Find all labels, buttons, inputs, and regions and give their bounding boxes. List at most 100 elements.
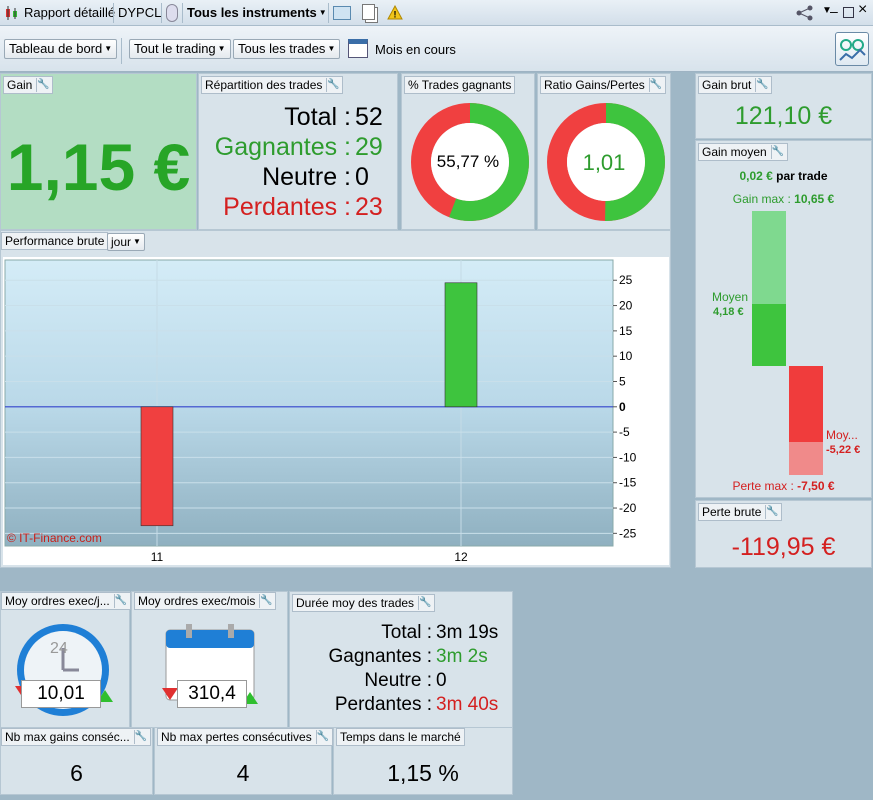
trades-label: Tous les trades — [238, 41, 326, 56]
moy-jour-label[interactable]: Moy ordres exec/j... 🔧 — [1, 592, 131, 610]
repartition-label[interactable]: Répartition des trades 🔧 — [201, 76, 344, 94]
stat-row-value: 3m 19s — [436, 622, 499, 643]
wrench-icon[interactable]: 🔧 — [133, 730, 148, 744]
y-tick-label: -10 — [619, 450, 637, 464]
gain-avg-bar — [752, 304, 786, 366]
stat-row: Gagnantes :3m 2s — [290, 646, 514, 670]
secondary-toolbar: Tableau de bord ▼ Tout le trading ▼ Tous l… — [0, 26, 873, 72]
duree-label[interactable]: Durée moy des trades 🔧 — [292, 594, 436, 612]
trading-label: Tout le trading — [134, 41, 216, 56]
plot-background — [4, 259, 614, 547]
gain-brut-label[interactable]: Gain brut 🔧 — [698, 76, 773, 94]
copy-icon[interactable] — [362, 4, 375, 20]
ratio-label[interactable]: Ratio Gains/Pertes 🔧 — [540, 76, 666, 94]
y-tick-label: -15 — [619, 476, 637, 490]
max-pertes-panel: Nb max pertes consécutives 🔧 4 — [154, 727, 333, 795]
dashboard-settings-icon[interactable] — [835, 32, 869, 66]
moy-mois-label[interactable]: Moy ordres exec/mois 🔧 — [134, 592, 277, 610]
maximize-icon[interactable] — [843, 7, 854, 18]
minimize-icon[interactable]: – — [830, 3, 838, 19]
temps-value: 1,15 % — [387, 760, 459, 786]
stat-row-name: Total : — [381, 622, 432, 643]
stat-row: Gagnantes :29 — [199, 133, 399, 163]
stat-row-value: 3m 40s — [436, 694, 499, 715]
max-pertes-value: 4 — [236, 760, 250, 786]
stat-row-name: Neutre : — [364, 670, 432, 691]
max-gains-label[interactable]: Nb max gains conséc... 🔧 — [1, 728, 151, 746]
loss-max-bar — [789, 442, 823, 475]
share-icon[interactable] — [795, 5, 815, 21]
instruments-dropdown[interactable]: Tous les instruments ▼ — [187, 5, 327, 20]
gauge-icon — [839, 39, 866, 61]
x-tick-label: 11 — [151, 550, 164, 564]
instruments-label: Tous les instruments — [187, 5, 317, 20]
wrench-icon[interactable]: 🔧 — [765, 505, 779, 519]
link-icon[interactable] — [166, 4, 178, 22]
gain-max-bar — [752, 211, 786, 304]
wrench-icon[interactable]: 🔧 — [326, 78, 340, 92]
performance-label: Performance brute — [1, 232, 109, 250]
wrench-icon[interactable]: 🔧 — [259, 594, 273, 608]
stat-row-value: 52 — [355, 103, 383, 131]
period-label[interactable]: Mois en cours — [375, 42, 456, 57]
gain-value: 1,15 € — [6, 130, 191, 204]
moy-neg-label: Moy... — [826, 428, 858, 442]
donut-hole — [567, 123, 645, 201]
performance-chart: 25 20 15 10 5 0 -5 -10 -15 -20 -25 11 12 — [4, 259, 637, 564]
collapse-icon[interactable]: ▼ — [822, 5, 832, 16]
period-value: jour — [111, 235, 132, 249]
wrench-icon[interactable]: 🔧 — [755, 78, 769, 92]
dashboard-dropdown[interactable]: Tableau de bord ▼ — [4, 39, 118, 59]
gain-label[interactable]: Gain 🔧 — [3, 76, 54, 94]
wrench-icon[interactable]: 🔧 — [418, 596, 432, 610]
gain-moyen-panel: Gain moyen 🔧 0,02 € par trade Gain max : … — [695, 140, 872, 498]
perte-brute-label[interactable]: Perte brute 🔧 — [698, 503, 783, 521]
temps-label[interactable]: Temps dans le marché — [336, 728, 465, 746]
perte-max-label: Perte max : — [732, 479, 794, 493]
gain-moyen-label[interactable]: Gain moyen 🔧 — [698, 143, 788, 161]
y-tick-label: -20 — [619, 501, 637, 515]
report-menu[interactable]: Rapport détaillé — [24, 5, 116, 20]
gain-panel: Gain 🔧 1,15 € — [0, 73, 197, 230]
symbol-label[interactable]: DYPCL — [118, 5, 162, 20]
stat-row: Total :3m 19s — [290, 622, 514, 646]
stat-row: Perdantes :23 — [199, 193, 399, 223]
wrench-icon[interactable]: 🔧 — [36, 78, 50, 92]
stat-row-name: Gagnantes : — [328, 646, 432, 667]
period-dropdown[interactable]: jour ▼ — [107, 233, 145, 251]
wrench-icon[interactable]: 🔧 — [315, 730, 330, 744]
y-tick-label: -5 — [619, 425, 630, 439]
clock-label: 24 — [50, 640, 68, 657]
x-tick-label: 12 — [454, 550, 468, 564]
duree-panel: Durée moy des trades 🔧 Total :3m 19s Gagna… — [289, 591, 513, 728]
warning-icon[interactable]: ! — [387, 5, 403, 20]
candlestick-icon — [6, 6, 17, 20]
per-trade-value: 0,02 € — [739, 169, 773, 183]
wrench-icon[interactable]: 🔧 — [648, 78, 663, 92]
stat-row: Perdantes :3m 40s — [290, 694, 514, 718]
trading-dropdown[interactable]: Tout le trading ▼ — [129, 39, 231, 59]
moy-mois-value: 310,4 — [177, 680, 247, 708]
calendar-icon[interactable] — [348, 39, 368, 58]
y-tick-label: 10 — [619, 349, 633, 363]
trades-dropdown[interactable]: Tous les trades ▼ — [233, 39, 341, 59]
max-gains-value: 6 — [70, 760, 83, 786]
wrench-icon[interactable]: 🔧 — [113, 594, 128, 608]
moy-neg-value: -5,22 € — [826, 444, 861, 456]
per-trade-suffix: par trade — [776, 169, 828, 183]
win-pct-label[interactable]: % Trades gagnants — [404, 76, 516, 94]
wrench-icon[interactable]: 🔧 — [770, 145, 785, 159]
ratio-donut — [547, 103, 665, 221]
temps-panel: Temps dans le marché 1,15 % — [333, 727, 513, 795]
stat-row-value: 29 — [355, 133, 383, 161]
y-tick-label: 20 — [619, 299, 633, 313]
stat-row-value: 0 — [355, 163, 369, 191]
bar — [444, 282, 478, 408]
stat-row-name: Perdantes : — [223, 193, 351, 221]
win-pct-panel: % Trades gagnants 55,77 % — [401, 73, 535, 230]
y-tick-label: -25 — [619, 526, 637, 540]
top-toolbar: Rapport détaillé DYPCL Tous les instrume… — [0, 0, 873, 26]
max-pertes-label[interactable]: Nb max pertes consécutives 🔧 — [157, 728, 333, 746]
close-icon[interactable]: × — [858, 1, 868, 18]
image-export-icon[interactable] — [333, 6, 351, 20]
